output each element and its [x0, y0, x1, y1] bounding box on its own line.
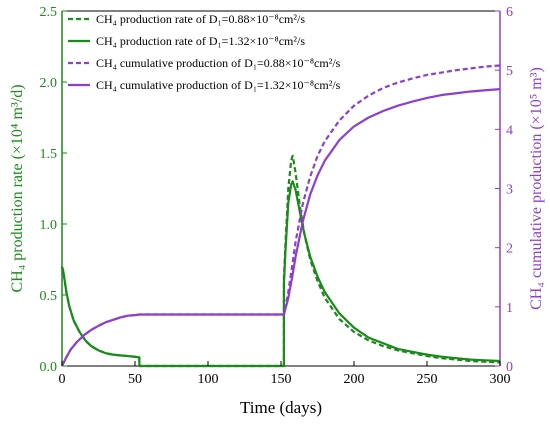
series-line-2 [60, 180, 501, 368]
left-y-axis-label: CH₄ production rate (×10⁴ m³/d) [9, 84, 26, 292]
legend-entry-1: CH₄ production rate of D₁=0.88×10⁻⁸cm²/s [96, 12, 305, 26]
legend: CH₄ production rate of D₁=0.88×10⁻⁸cm²/s… [68, 12, 341, 92]
legend-entry-2: CH₄ production rate of D₁=1.32×10⁻⁸cm²/s [96, 34, 305, 48]
right-y-tick-label: 1 [506, 301, 513, 316]
x-tick-label: 300 [490, 372, 511, 387]
left-y-tick-label: 0.0 [40, 360, 58, 375]
axes-layer: 0 50 100 150 200 250 300 0.0 0.5 1.0 1.5 2.0 2.5 0 1 2 3… [40, 5, 514, 387]
legend-entry-4: CH₄ cumulative production of D₁=1.32×10⁻… [96, 78, 341, 92]
x-tick-label: 200 [344, 372, 365, 387]
legend-entry-3: CH₄ cumulative production of D₁=0.88×10⁻… [96, 56, 341, 70]
right-y-tick-label: 5 [506, 64, 513, 79]
series-line-3 [61, 64, 501, 367]
right-y-tick-label: 6 [506, 5, 513, 20]
series-line-4 [61, 88, 501, 367]
right-y-tick-label: 4 [506, 123, 513, 138]
right-y-axis-label: CH₄ cumulative production (×10⁵ m³) [528, 67, 545, 310]
series-layer [60, 64, 501, 368]
right-y-tick-label: 3 [506, 183, 513, 198]
x-tick-label: 250 [417, 372, 438, 387]
right-y-tick-label: 0 [506, 360, 513, 375]
left-y-tick-label: 0.5 [40, 289, 58, 304]
left-y-tick-label: 2.5 [40, 5, 58, 20]
x-tick-label: 50 [128, 372, 142, 387]
x-tick-label: 100 [198, 372, 219, 387]
series-line-1 [60, 154, 501, 368]
x-tick-label: 150 [271, 372, 292, 387]
x-axis-label: Time (days) [240, 398, 322, 417]
left-y-tick-label: 2.0 [40, 76, 58, 91]
right-y-tick-label: 2 [506, 242, 513, 257]
left-y-tick-label: 1.0 [40, 218, 58, 233]
left-y-tick-label: 1.5 [40, 147, 58, 162]
x-tick-label: 0 [59, 372, 66, 387]
